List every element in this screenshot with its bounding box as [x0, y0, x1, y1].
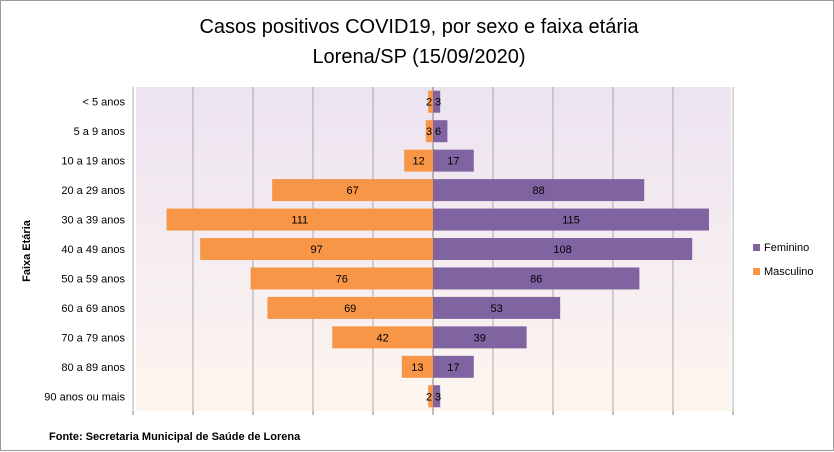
- data-label-masculino-5: 111: [291, 215, 308, 227]
- bar-masculino-1: [428, 90, 433, 113]
- y-axis-label: Faixa Etária: [21, 219, 33, 282]
- bar-masculino-9: [332, 326, 433, 349]
- bar-masculino-7: [250, 267, 433, 290]
- legend-swatch-feminino: [753, 244, 760, 251]
- bar-masculino-2: [425, 120, 433, 143]
- category-tick-label: 70 a 79 anos: [61, 332, 125, 344]
- data-label-masculino-1: 2: [426, 97, 432, 109]
- chart-subtitle: Lorena/SP (15/09/2020): [312, 46, 525, 68]
- bar-masculino-4: [272, 179, 433, 202]
- bar-feminino-7: [433, 267, 640, 290]
- data-label-masculino-11: 2: [426, 391, 432, 403]
- data-label-feminino-5: 115: [562, 215, 580, 227]
- bar-feminino-11: [433, 385, 441, 408]
- data-label-feminino-1: 3: [435, 97, 441, 109]
- data-label-feminino-6: 108: [553, 244, 571, 256]
- bar-masculino-6: [200, 238, 433, 260]
- bar-masculino-5: [166, 208, 433, 231]
- legend-label-feminino: Feminino: [764, 242, 809, 254]
- bar-feminino-6: [433, 238, 693, 260]
- data-label-masculino-6: 97: [310, 244, 322, 256]
- legend-swatch-masculino: [753, 268, 760, 275]
- bar-masculino-10: [401, 355, 433, 378]
- bar-masculino-11: [428, 385, 433, 408]
- bar-feminino-3: [433, 149, 474, 172]
- data-label-feminino-3: 17: [447, 156, 459, 168]
- bar-feminino-2: [433, 120, 448, 143]
- data-label-feminino-9: 39: [474, 332, 486, 344]
- data-label-feminino-2: 6: [435, 126, 441, 138]
- data-label-feminino-4: 88: [532, 185, 544, 197]
- bar-feminino-1: [433, 90, 441, 113]
- data-label-masculino-10: 13: [411, 362, 423, 374]
- data-label-masculino-4: 67: [346, 185, 358, 197]
- bars-group: [166, 90, 709, 408]
- data-label-feminino-11: 3: [435, 391, 441, 403]
- bar-masculino-3: [404, 149, 433, 172]
- bar-masculino-8: [267, 296, 433, 319]
- category-tick-label: 20 a 29 anos: [61, 185, 125, 197]
- category-tick-label: 10 a 19 anos: [61, 156, 125, 168]
- data-label-masculino-9: 42: [376, 332, 388, 344]
- bar-feminino-5: [433, 208, 709, 231]
- legend-label-masculino: Masculino: [764, 266, 814, 278]
- source-note: Fonte: Secretaria Municipal de Saúde de …: [49, 431, 301, 443]
- bar-feminino-9: [433, 326, 527, 349]
- legend: Feminino Masculino: [753, 242, 814, 278]
- data-label-masculino-2: 3: [426, 126, 432, 138]
- data-labels-group: 3263171288671151111089786765369394217133…: [291, 97, 579, 404]
- category-tick-label: < 5 anos: [82, 97, 125, 109]
- category-tick-label: 90 anos ou mais: [44, 391, 125, 403]
- category-tick-label: 40 a 49 anos: [61, 244, 125, 256]
- data-label-feminino-10: 17: [447, 362, 459, 374]
- data-label-feminino-8: 53: [490, 303, 502, 315]
- data-label-masculino-8: 69: [344, 303, 356, 315]
- category-tick-label: 30 a 39 anos: [61, 215, 125, 227]
- data-label-feminino-7: 86: [530, 273, 542, 285]
- data-label-masculino-3: 12: [412, 156, 424, 168]
- bar-feminino-8: [433, 296, 561, 319]
- category-ticks-group: < 5 anos 5 a 9 anos 10 a 19 anos 20 a 29 an…: [44, 97, 125, 404]
- chart-title: Casos positivos COVID19, por sexo e faix…: [199, 16, 639, 38]
- category-tick-label: 50 a 59 anos: [61, 273, 125, 285]
- data-label-masculino-7: 76: [336, 273, 348, 285]
- bar-feminino-4: [433, 179, 645, 202]
- bar-feminino-10: [433, 355, 474, 378]
- category-tick-label: 5 a 9 anos: [74, 126, 126, 138]
- category-tick-label: 60 a 69 anos: [61, 303, 125, 315]
- category-tick-label: 80 a 89 anos: [61, 362, 125, 374]
